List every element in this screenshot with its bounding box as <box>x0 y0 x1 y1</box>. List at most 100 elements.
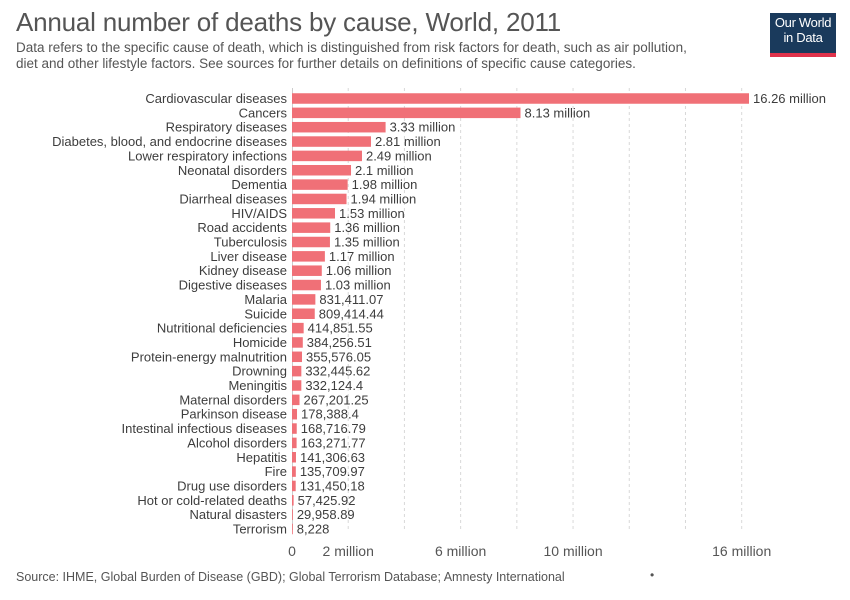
bar-28 <box>292 495 294 506</box>
bar-9 <box>292 222 331 233</box>
value-label-15: 809,414.44 <box>319 306 384 321</box>
value-label-8: 1.53 million <box>339 206 405 221</box>
bar-30 <box>292 523 293 535</box>
category-label-14: Malaria <box>244 292 287 307</box>
value-label-14: 831,411.07 <box>319 292 383 307</box>
category-label-16: Nutritional deficiencies <box>157 321 288 336</box>
chart-subtitle: Data refers to the specific cause of dea… <box>16 40 756 72</box>
bar-2 <box>292 121 386 133</box>
chart-title: Annual number of deaths by cause, World,… <box>16 7 562 37</box>
value-label-12: 1.06 million <box>326 263 392 278</box>
logo-line-1: Our World <box>774 15 832 30</box>
subtitle-line-2: diet and other lifestyle factors. See so… <box>16 56 636 71</box>
category-label-11: Liver disease <box>210 249 287 264</box>
value-label-30: 8,228 <box>297 522 330 537</box>
x-tick-label-2: 6 million <box>435 543 486 559</box>
category-label-22: Parkinson disease <box>181 407 287 422</box>
value-label-17: 384,256.51 <box>307 335 372 350</box>
category-label-20: Meningitis <box>228 378 287 393</box>
value-label-26: 135,709.97 <box>300 464 365 479</box>
category-label-15: Suicide <box>244 306 287 321</box>
subtitle-line-1: Data refers to the specific cause of dea… <box>16 40 687 55</box>
value-label-25: 141,306.63 <box>300 450 365 465</box>
value-label-23: 168,716.79 <box>301 421 366 436</box>
value-label-1: 8.13 million <box>525 105 591 120</box>
category-label-10: Tuberculosis <box>214 235 288 250</box>
bar-26 <box>292 466 296 477</box>
category-label-21: Maternal disorders <box>179 392 287 407</box>
bar-8 <box>292 208 336 219</box>
category-label-29: Natural disasters <box>189 507 287 522</box>
value-label-0: 16.26 million <box>753 91 826 106</box>
value-label-19: 332,445.62 <box>305 364 370 379</box>
bar-25 <box>292 452 296 463</box>
bar-5 <box>292 165 352 176</box>
bar-14 <box>292 294 316 305</box>
category-label-2: Respiratory diseases <box>166 120 288 135</box>
value-label-2: 3.33 million <box>390 120 456 135</box>
value-label-4: 2.49 million <box>366 148 432 163</box>
value-label-16: 414,851.55 <box>308 321 373 336</box>
category-label-30: Terrorism <box>233 522 287 537</box>
value-label-11: 1.17 million <box>329 249 395 264</box>
footer-dot: • <box>650 568 655 582</box>
category-label-17: Homicide <box>233 335 287 350</box>
x-tick-label-3: 10 million <box>543 543 602 559</box>
value-label-10: 1.35 million <box>334 235 400 250</box>
value-label-18: 355,576.05 <box>306 349 371 364</box>
bar-1 <box>292 107 521 119</box>
category-label-28: Hot or cold-related deaths <box>137 493 287 508</box>
bar-10 <box>292 236 330 248</box>
chart-header: Annual number of deaths by cause, World,… <box>16 6 756 72</box>
our-world-in-data-logo[interactable]: Our World in Data <box>770 13 836 57</box>
category-label-19: Drowning <box>232 364 287 379</box>
value-label-22: 178,388.4 <box>301 407 359 422</box>
category-label-24: Alcohol disorders <box>187 435 287 450</box>
source-note: Source: IHME, Global Burden of Disease (… <box>16 570 565 584</box>
bar-12 <box>292 265 322 276</box>
category-label-3: Diabetes, blood, and endocrine diseases <box>52 134 287 149</box>
x-tick-label-1: 2 million <box>323 543 374 559</box>
bar-23 <box>292 423 297 434</box>
bar-22 <box>292 408 298 420</box>
bar-15 <box>292 308 315 319</box>
value-label-7: 1.94 million <box>351 191 417 206</box>
category-label-25: Hepatitis <box>236 450 287 465</box>
bar-3 <box>292 136 371 147</box>
bar-17 <box>292 337 303 348</box>
bar-13 <box>292 279 321 291</box>
logo-accent-bar <box>770 53 836 57</box>
category-label-13: Digestive diseases <box>179 278 288 293</box>
category-label-4: Lower respiratory infections <box>128 148 287 163</box>
bar-24 <box>292 437 297 449</box>
value-label-13: 1.03 million <box>325 278 391 293</box>
bar-20 <box>292 380 302 391</box>
category-label-1: Cancers <box>239 105 288 120</box>
bar-27 <box>292 480 296 492</box>
category-label-8: HIV/AIDS <box>231 206 287 221</box>
value-label-28: 57,425.92 <box>298 493 356 508</box>
category-label-0: Cardiovascular diseases <box>145 91 287 106</box>
category-label-6: Dementia <box>231 177 287 192</box>
bar-6 <box>292 179 348 190</box>
value-label-29: 29,958.89 <box>297 507 355 522</box>
bar-0 <box>292 93 749 104</box>
value-label-21: 267,201.25 <box>304 392 369 407</box>
value-label-5: 2.1 million <box>355 163 414 178</box>
category-label-9: Road accidents <box>197 220 287 235</box>
bar-11 <box>292 251 325 262</box>
logo-line-2: in Data <box>783 30 823 45</box>
bar-16 <box>292 322 304 334</box>
x-tick-label-0: 0 <box>288 543 296 559</box>
bar-7 <box>292 193 347 205</box>
category-label-7: Diarrheal diseases <box>179 191 287 206</box>
x-tick-label-4: 16 million <box>712 543 771 559</box>
category-label-5: Neonatal disorders <box>178 163 288 178</box>
category-label-27: Drug use disorders <box>177 478 287 493</box>
value-label-6: 1.98 million <box>352 177 418 192</box>
bar-4 <box>292 150 362 162</box>
category-label-23: Intestinal infectious diseases <box>122 421 288 436</box>
category-label-12: Kidney disease <box>199 263 287 278</box>
value-label-24: 163,271.77 <box>301 435 366 450</box>
